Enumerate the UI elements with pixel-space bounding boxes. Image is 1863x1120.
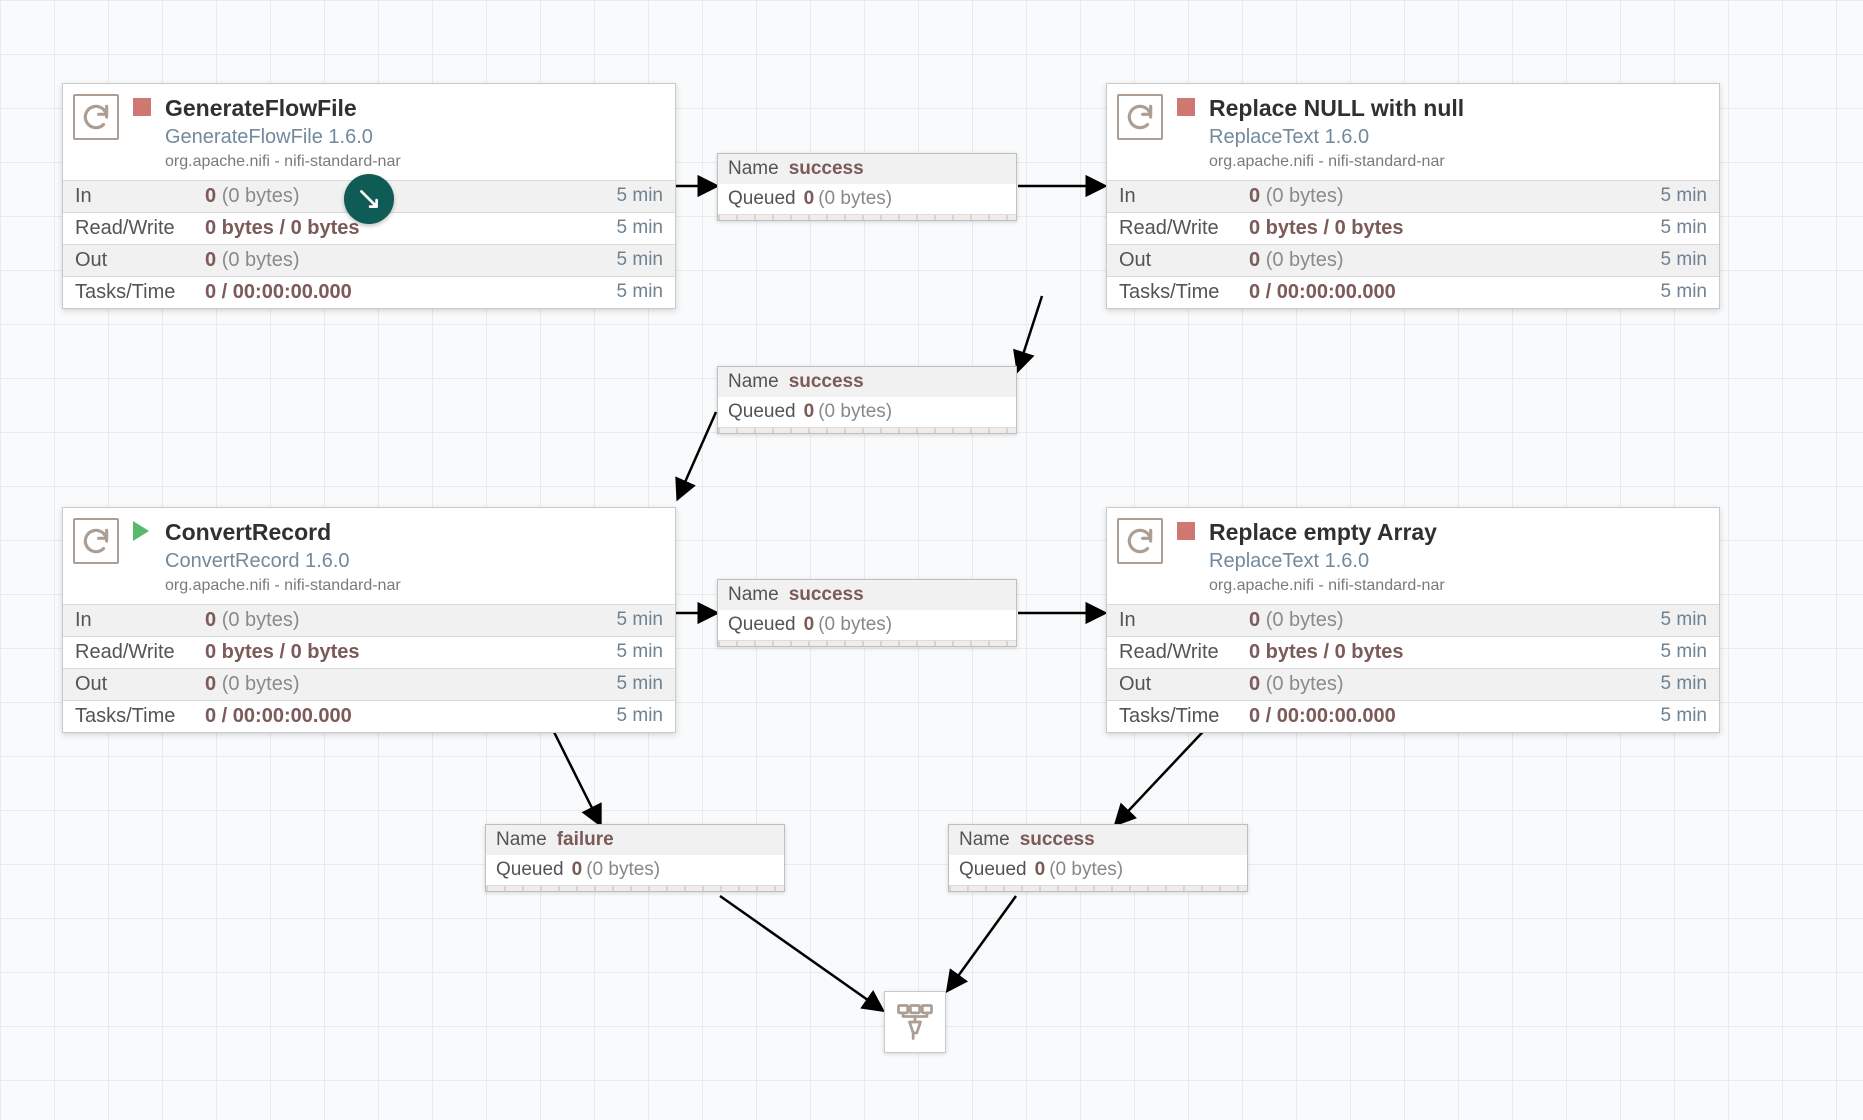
stat-out: Out 0 (0 bytes) 5 min [63, 668, 675, 700]
connection-queued-row: Queued 0 (0 bytes) [718, 184, 1016, 214]
connection-queued-row: Queued 0 (0 bytes) [486, 855, 784, 885]
connection-name: success [789, 584, 864, 606]
processor-p3[interactable]: ConvertRecord ConvertRecord 1.6.0 org.ap… [62, 507, 676, 733]
processor-type: ReplaceText 1.6.0 [1209, 549, 1445, 574]
processor-type: ConvertRecord 1.6.0 [165, 549, 401, 574]
connection-c4[interactable]: Name failure Queued 0 (0 bytes) [485, 824, 785, 892]
stat-readwrite: Read/Write 0 bytes / 0 bytes 5 min [1107, 212, 1719, 244]
stat-in: In 0 (0 bytes) 5 min [63, 604, 675, 636]
connection-name-row: Name failure [486, 825, 784, 855]
processor-name: ConvertRecord [165, 518, 401, 547]
connection-name: success [789, 371, 864, 393]
processor-state-icon [1177, 522, 1195, 540]
stat-tasks-time: Tasks/Time 0 / 00:00:00.000 5 min [1107, 276, 1719, 308]
stat-tasks-time: Tasks/Time 0 / 00:00:00.000 5 min [1107, 700, 1719, 732]
connection-name: success [1020, 829, 1095, 851]
connection-queued-row: Queued 0 (0 bytes) [718, 610, 1016, 640]
connection-name-row: Name success [718, 580, 1016, 610]
drag-cursor-icon [344, 174, 394, 224]
processor-bundle: org.apache.nifi - nifi-standard-nar [165, 576, 401, 596]
connection-queued-row: Queued 0 (0 bytes) [949, 855, 1247, 885]
stat-tasks-time: Tasks/Time 0 / 00:00:00.000 5 min [63, 700, 675, 732]
processor-icon [1117, 94, 1163, 140]
processor-icon [1117, 518, 1163, 564]
connection-c3[interactable]: Name success Queued 0 (0 bytes) [717, 579, 1017, 647]
processor-icon [73, 518, 119, 564]
connection-gauge [486, 885, 784, 891]
connection-gauge [718, 214, 1016, 220]
connection-gauge [949, 885, 1247, 891]
connection-c1[interactable]: Name success Queued 0 (0 bytes) [717, 153, 1017, 221]
connection-queued-row: Queued 0 (0 bytes) [718, 397, 1016, 427]
processor-name: GenerateFlowFile [165, 94, 401, 123]
processor-state-icon [133, 98, 151, 116]
processor-type: ReplaceText 1.6.0 [1209, 125, 1464, 150]
processor-bundle: org.apache.nifi - nifi-standard-nar [1209, 576, 1445, 596]
processor-state-icon [1177, 98, 1195, 116]
processor-header: Replace empty Array ReplaceText 1.6.0 or… [1107, 508, 1719, 604]
processor-bundle: org.apache.nifi - nifi-standard-nar [165, 152, 401, 172]
processor-name: Replace empty Array [1209, 518, 1445, 547]
connection-name-row: Name success [718, 154, 1016, 184]
stat-out: Out 0 (0 bytes) 5 min [1107, 244, 1719, 276]
processor-icon [73, 94, 119, 140]
processor-type: GenerateFlowFile 1.6.0 [165, 125, 401, 150]
connection-name-row: Name success [949, 825, 1247, 855]
stat-out: Out 0 (0 bytes) 5 min [63, 244, 675, 276]
processor-name: Replace NULL with null [1209, 94, 1464, 123]
connection-gauge [718, 640, 1016, 646]
connection-c5[interactable]: Name success Queued 0 (0 bytes) [948, 824, 1248, 892]
stat-in: In 0 (0 bytes) 5 min [1107, 604, 1719, 636]
funnel[interactable] [884, 991, 946, 1053]
connection-gauge [718, 427, 1016, 433]
processor-bundle: org.apache.nifi - nifi-standard-nar [1209, 152, 1464, 172]
stat-in: In 0 (0 bytes) 5 min [1107, 180, 1719, 212]
processor-header: ConvertRecord ConvertRecord 1.6.0 org.ap… [63, 508, 675, 604]
processor-p2[interactable]: Replace NULL with null ReplaceText 1.6.0… [1106, 83, 1720, 309]
processor-p4[interactable]: Replace empty Array ReplaceText 1.6.0 or… [1106, 507, 1720, 733]
processor-header: Replace NULL with null ReplaceText 1.6.0… [1107, 84, 1719, 180]
processor-state-icon [133, 521, 151, 541]
connection-name: success [789, 158, 864, 180]
processor-header: GenerateFlowFile GenerateFlowFile 1.6.0 … [63, 84, 675, 180]
stat-readwrite: Read/Write 0 bytes / 0 bytes 5 min [63, 636, 675, 668]
connection-name: failure [557, 829, 614, 851]
connection-name-row: Name success [718, 367, 1016, 397]
stat-readwrite: Read/Write 0 bytes / 0 bytes 5 min [1107, 636, 1719, 668]
stat-tasks-time: Tasks/Time 0 / 00:00:00.000 5 min [63, 276, 675, 308]
stat-out: Out 0 (0 bytes) 5 min [1107, 668, 1719, 700]
connection-c2[interactable]: Name success Queued 0 (0 bytes) [717, 366, 1017, 434]
